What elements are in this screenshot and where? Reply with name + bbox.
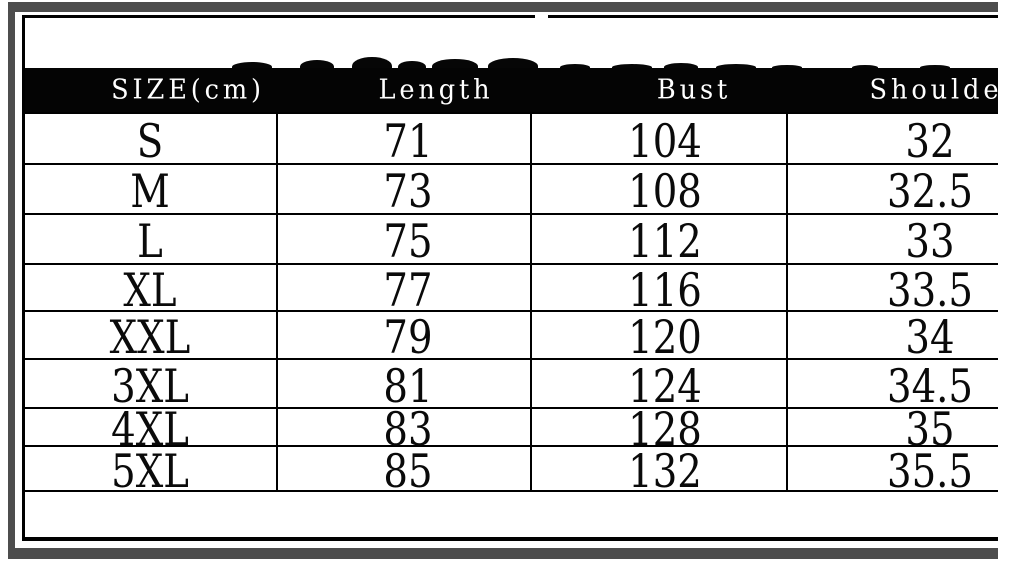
row-divider [22, 445, 998, 447]
table-left-border [22, 15, 25, 541]
measurement-cell: 32 [905, 113, 955, 168]
table-row: M 73 108 32.5 [0, 163, 1034, 218]
frame-bottom-bar [12, 548, 998, 559]
column-divider [276, 112, 278, 490]
measurement-cell: 83 [383, 401, 433, 456]
measurement-cell: 112 [628, 213, 702, 268]
measurement-cell: 128 [628, 401, 702, 456]
measurement-cell: 120 [628, 309, 702, 364]
measurement-cell: 34 [905, 309, 955, 364]
measurement-cell: 35.5 [886, 443, 974, 498]
row-divider [22, 407, 998, 409]
row-divider [22, 163, 998, 165]
table-row: 3XL 81 124 34.5 [0, 358, 1034, 413]
table-row: XXL 79 120 34 [0, 309, 1034, 364]
frame-top-bar [8, 2, 998, 12]
measurement-cell: 132 [628, 443, 702, 498]
measurement-cell: 104 [628, 113, 702, 168]
top-rule-right-segment [548, 15, 998, 18]
frame-left-bar [8, 2, 15, 559]
measurement-cell: 33 [905, 213, 955, 268]
size-label-cell: XL [123, 262, 177, 317]
column-header-bust: Bust [656, 74, 732, 106]
size-label-cell: S [136, 113, 164, 168]
measurement-cell: 77 [383, 262, 433, 317]
column-header-length: Length [378, 74, 494, 106]
table-row: S 71 104 32 [0, 112, 1034, 163]
measurement-cell: 71 [383, 113, 433, 168]
row-divider [22, 213, 998, 215]
table-row: 4XL 83 128 35 [0, 406, 1034, 452]
size-label-cell: 5XL [111, 443, 189, 498]
measurement-cell: 35 [905, 401, 955, 456]
column-divider [786, 112, 788, 490]
size-label-cell: L [137, 213, 163, 268]
column-divider [530, 112, 532, 490]
row-divider [22, 358, 998, 360]
measurement-cell: 81 [383, 358, 433, 413]
measurement-cell: 32.5 [886, 163, 974, 218]
table-row: L 75 112 33 [0, 213, 1034, 268]
measurement-cell: 116 [628, 262, 702, 317]
row-divider [22, 263, 998, 265]
measurement-cell: 79 [383, 309, 433, 364]
measurement-cell: 34.5 [886, 358, 974, 413]
table-header-row: SIZE(cm) Length Bust Shoulder [22, 68, 998, 112]
measurement-cell: 108 [628, 163, 702, 218]
measurement-cell: 85 [383, 443, 433, 498]
row-divider [22, 112, 998, 114]
table-row: 5XL 85 132 35.5 [0, 443, 1034, 498]
measurement-cell: 124 [628, 358, 702, 413]
measurement-cell: 33.5 [886, 262, 974, 317]
size-label-cell: XXL [109, 309, 191, 364]
size-label-cell: 4XL [111, 401, 189, 456]
table-bottom-rule [22, 537, 998, 541]
table-row: XL 77 116 33.5 [0, 262, 1034, 317]
row-divider [22, 310, 998, 312]
top-rule-left-segment [22, 15, 535, 18]
measurement-cell: 73 [383, 163, 433, 218]
row-divider [22, 490, 998, 492]
size-label-cell: 3XL [111, 358, 189, 413]
column-header-shoulder: Shoulder [869, 74, 998, 106]
size-label-cell: M [130, 163, 170, 218]
column-header-size: SIZE(cm) [111, 74, 265, 106]
measurement-cell: 75 [383, 213, 433, 268]
